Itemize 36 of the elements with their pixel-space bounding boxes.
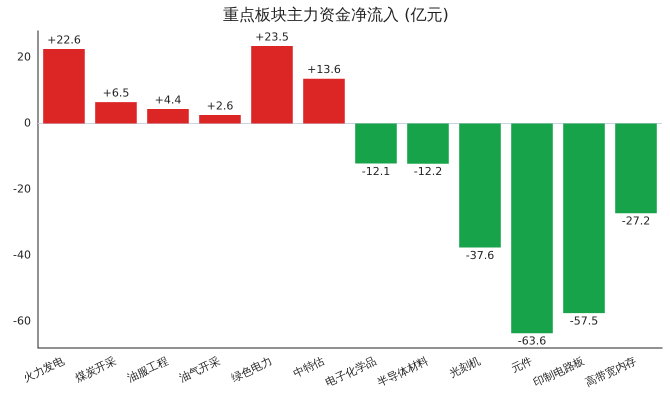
x-tick-label: 油服工程 bbox=[125, 354, 170, 385]
bar bbox=[563, 124, 605, 314]
bar bbox=[147, 109, 189, 124]
bar bbox=[303, 78, 345, 124]
data-label: -37.6 bbox=[466, 248, 494, 262]
y-tick-label: -20 bbox=[13, 182, 31, 196]
x-tick-label: 火力发电 bbox=[21, 354, 66, 385]
bar bbox=[407, 124, 449, 164]
data-label: +4.4 bbox=[154, 93, 182, 106]
bar bbox=[43, 49, 85, 124]
data-label: +6.5 bbox=[102, 86, 130, 100]
y-tick-label: -60 bbox=[13, 314, 31, 328]
x-tick-label: 煤炭开采 bbox=[73, 354, 118, 385]
chart-title: 重点板块主力资金净流入 (亿元) bbox=[223, 4, 449, 24]
x-tick-label: 光刻机 bbox=[447, 354, 482, 380]
bar bbox=[511, 124, 553, 334]
bar bbox=[459, 124, 501, 248]
x-tick-label: 绿色电力 bbox=[229, 354, 274, 385]
bar bbox=[199, 114, 241, 124]
data-label: -12.2 bbox=[414, 165, 442, 178]
data-label: -12.1 bbox=[362, 164, 390, 178]
bar bbox=[615, 124, 657, 214]
x-tick-label: 油气开采 bbox=[177, 354, 222, 385]
data-label: -27.2 bbox=[622, 214, 650, 228]
data-label: +13.6 bbox=[307, 63, 341, 76]
y-tick-label: 0 bbox=[24, 116, 31, 130]
y-tick-label: -40 bbox=[13, 248, 31, 262]
data-label: -57.5 bbox=[570, 314, 598, 328]
data-label: -63.6 bbox=[518, 334, 546, 348]
data-label: +22.6 bbox=[47, 33, 81, 46]
data-label: +2.6 bbox=[206, 99, 234, 112]
bar bbox=[95, 102, 137, 124]
data-label: +23.5 bbox=[255, 30, 289, 44]
y-tick-label: 20 bbox=[16, 50, 31, 64]
bar bbox=[355, 124, 397, 164]
bar bbox=[251, 46, 293, 124]
